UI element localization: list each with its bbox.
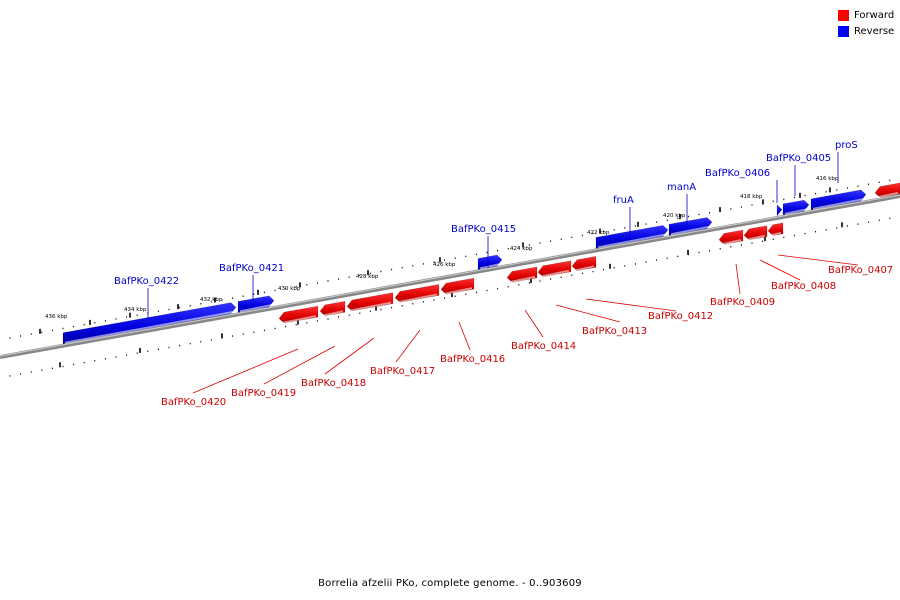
feature-labels: BafPKo_0422 BafPKo_0421 BafPKo_0415 fruA man… [114, 140, 893, 408]
label-bafpko-0418: BafPKo_0418 [301, 378, 366, 389]
tick-label-436-kbp: 436 kbp [45, 314, 68, 320]
tick-label-424-kbp: 424 kbp [510, 246, 533, 252]
label-pros: proS [835, 140, 858, 151]
feature-bafpko-0414[interactable] [506, 266, 538, 284]
label-bafpko-0414: BafPKo_0414 [511, 341, 576, 352]
label-bafpko-0417: BafPKo_0417 [370, 366, 435, 377]
tick-label-418-kbp: 418 kbp [740, 194, 763, 200]
feature-bafpko-0422[interactable] [62, 302, 237, 345]
label-bafpko-0409: BafPKo_0409 [710, 297, 775, 308]
label-bafpko-0416: BafPKo_0416 [440, 354, 505, 365]
tick-label-420-kbp: 420 kbp [663, 213, 686, 219]
feature-bafpko-0409[interactable] [718, 229, 744, 246]
feature-bafpko-0405[interactable] [782, 199, 810, 216]
legend: Forward Reverse [838, 8, 894, 40]
label-bafpko-0413: BafPKo_0413 [582, 326, 647, 337]
label-bafpko-0420: BafPKo_0420 [161, 397, 226, 408]
tick-label-422-kbp: 422 kbp [587, 230, 610, 236]
legend-reverse: Reverse [838, 24, 894, 39]
label-bafpko-0415: BafPKo_0415 [451, 224, 516, 235]
tick-label-432-kbp: 432 kbp [200, 297, 223, 303]
label-bafpko-0405: BafPKo_0405 [766, 153, 831, 164]
tick-label-434-kbp: 434 kbp [124, 307, 147, 313]
feature-bafpko-0419[interactable] [319, 300, 346, 317]
label-bafpko-0406: BafPKo_0406 [705, 168, 770, 179]
legend-forward: Forward [838, 8, 894, 23]
genome-backbone-highlight [0, 194, 900, 357]
feature-pros[interactable] [810, 189, 867, 211]
reverse-swatch [838, 26, 849, 37]
feature-bafpko-0406[interactable] [776, 204, 783, 217]
label-bafpko-0421: BafPKo_0421 [219, 263, 284, 274]
label-bafpko-0419: BafPKo_0419 [231, 388, 296, 399]
label-mana: manA [667, 182, 696, 193]
feature-bafpko-0421[interactable] [237, 295, 275, 313]
feature-mana[interactable] [668, 217, 713, 236]
tick-label-426-kbp: 426 kbp [433, 262, 456, 268]
feature-offscreen-segment[interactable] [874, 182, 900, 199]
feature-bafpko-0407[interactable] [767, 222, 784, 237]
legend-forward-label: Forward [854, 10, 895, 21]
feature-bafpko-0413[interactable] [537, 260, 572, 278]
tick-labels: 436 kbp 434 kbp 432 kbp 430 kbp 428 kbp 426 k… [45, 176, 839, 320]
feature-bafpko-0418[interactable] [346, 292, 394, 312]
tick-label-416-kbp: 416 kbp [816, 176, 839, 182]
label-bafpko-0422: BafPKo_0422 [114, 276, 179, 287]
label-frua: fruA [613, 195, 634, 206]
feature-bafpko-0412[interactable] [571, 256, 597, 272]
forward-features [278, 222, 784, 325]
tick-label-430-kbp: 430 kbp [278, 286, 301, 292]
label-bafpko-0412: BafPKo_0412 [648, 311, 713, 322]
legend-reverse-label: Reverse [854, 26, 895, 37]
inner-tick-ruler [9, 217, 891, 377]
label-bafpko-0408: BafPKo_0408 [771, 281, 836, 292]
forward-swatch [838, 10, 849, 21]
genome-caption: Borrelia afzelii PKo, complete genome. -… [318, 578, 582, 589]
feature-bafpko-0416[interactable] [440, 277, 475, 296]
feature-bafpko-0417[interactable] [394, 284, 440, 304]
feature-frua[interactable] [595, 225, 669, 249]
reverse-features [62, 182, 900, 345]
feature-bafpko-0408[interactable] [743, 225, 768, 241]
label-bafpko-0407: BafPKo_0407 [828, 265, 893, 276]
tick-label-428-kbp: 428 kbp [356, 274, 379, 280]
feature-bafpko-0415[interactable] [477, 254, 503, 270]
outer-tick-ruler [9, 179, 891, 339]
genome-backbone [0, 194, 900, 359]
feature-bafpko-0420[interactable] [278, 305, 319, 325]
